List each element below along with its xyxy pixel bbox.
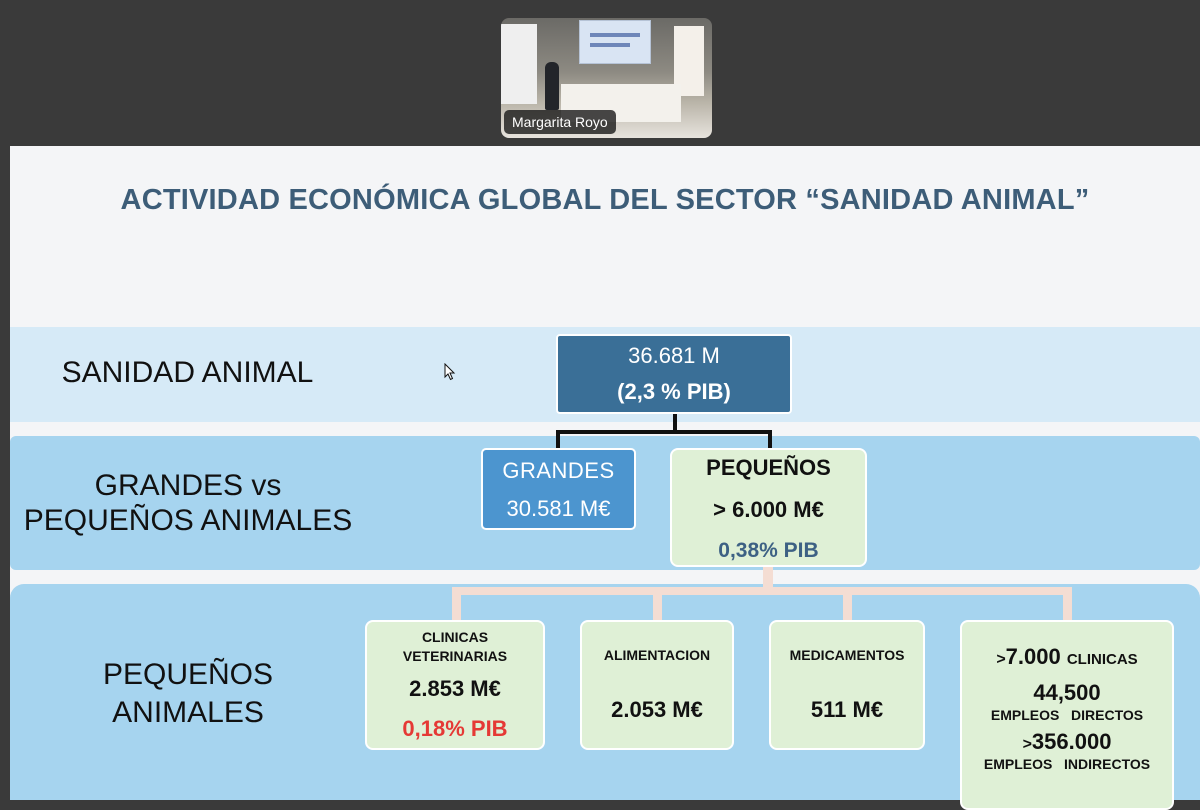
row2-label-line2: PEQUEÑOS ANIMALES — [23, 504, 353, 537]
connector-cards-horizontal — [452, 587, 1072, 595]
video-projection-screen — [579, 20, 651, 64]
grandes-value: 30.581 M€ — [506, 496, 611, 521]
clinicas-label-line1: CLINICAS — [421, 629, 489, 645]
stats-indirect-label-a: EMPLEOS — [983, 756, 1053, 772]
clinicas-label-line2: VETERINARIAS — [402, 648, 508, 664]
video-presenter-figure — [545, 62, 559, 110]
connector-to-stats — [1063, 587, 1072, 620]
shared-slide: ACTIVIDAD ECONÓMICA GLOBAL DEL SECTOR “S… — [10, 146, 1200, 810]
stats-indirect-prefix: > — [1022, 736, 1032, 753]
card-alimentacion: ALIMENTACION 2.053 M€ — [580, 620, 734, 750]
connector-pequenos-stem — [763, 567, 773, 591]
participant-name-tag: Margarita Royo — [504, 110, 616, 134]
alimentacion-value: 2.053 M€ — [611, 697, 703, 722]
clinicas-pib: 0,18% PIB — [402, 716, 508, 741]
row1-label: SANIDAD ANIMAL — [61, 356, 314, 389]
connector-to-clinicas — [452, 587, 461, 620]
stats-direct-number: 44,500 — [1033, 680, 1101, 705]
pequenos-value: > 6.000 M€ — [713, 497, 824, 522]
stats-clinics-line: >7.000 CLINICAS — [962, 644, 1172, 670]
stats-indirect-line: >356.000 — [962, 729, 1172, 755]
grandes-box: GRANDES 30.581 M€ — [481, 448, 636, 530]
medicamentos-label: MEDICAMENTOS — [789, 647, 905, 663]
row3-label-line1: PEQUEÑOS — [102, 658, 274, 691]
pequenos-box: PEQUEÑOS > 6.000 M€ 0,38% PIB — [670, 448, 867, 567]
participant-video-tile[interactable] — [501, 18, 712, 138]
row3-label-line2: ANIMALES — [112, 696, 264, 729]
stats-clinics-number: 7.000 — [1005, 644, 1061, 669]
root-total-box: 36.681 M (2,3 % PIB) — [556, 334, 792, 414]
stats-clinics-label: CLINICAS — [1066, 651, 1138, 668]
card-clinicas-veterinarias: CLINICAS VETERINARIAS 2.853 M€ 0,18% PIB — [365, 620, 545, 750]
stats-direct-label-a: EMPLEOS — [990, 707, 1060, 723]
connector-to-alimentacion — [653, 587, 662, 620]
stats-direct-label-b: DIRECTOS — [1071, 707, 1144, 723]
root-total-value: 36.681 M — [628, 343, 720, 368]
stats-indirect-number: 356.000 — [1031, 729, 1112, 754]
stats-indirect-label: EMPLEOS INDIRECTOS — [962, 755, 1172, 774]
alimentacion-label: ALIMENTACION — [603, 647, 711, 663]
stats-clinics-prefix: > — [996, 651, 1006, 668]
row2-label: GRANDES vs PEQUEÑOS ANIMALES — [10, 468, 366, 538]
card-medicamentos: MEDICAMENTOS 511 M€ — [769, 620, 925, 750]
connector-to-pequenos — [768, 430, 772, 448]
stats-indirect-label-b: INDIRECTOS — [1064, 756, 1151, 772]
grandes-label: GRANDES — [502, 458, 615, 483]
row2-label-line1: GRANDES vs — [94, 469, 282, 502]
mouse-cursor-icon — [444, 363, 456, 381]
root-total-pib: (2,3 % PIB) — [617, 379, 731, 404]
connector-root-horizontal — [556, 430, 772, 434]
connector-to-grandes — [556, 430, 560, 448]
video-banner-left — [501, 24, 537, 104]
card-sector-stats: >7.000 CLINICAS 44,500 EMPLEOS DIRECTOS … — [960, 620, 1174, 810]
pequenos-pib: 0,38% PIB — [718, 539, 819, 562]
connector-root-stem — [673, 414, 677, 432]
connector-to-medicamentos — [843, 587, 852, 620]
clinicas-value: 2.853 M€ — [409, 676, 501, 701]
row3-label: PEQUEÑOS ANIMALES — [30, 656, 346, 732]
pequenos-label: PEQUEÑOS — [706, 455, 831, 480]
stats-direct-label: EMPLEOS DIRECTOS — [962, 706, 1172, 725]
slide-title: ACTIVIDAD ECONÓMICA GLOBAL DEL SECTOR “S… — [120, 184, 1090, 216]
medicamentos-value: 511 M€ — [810, 697, 884, 722]
